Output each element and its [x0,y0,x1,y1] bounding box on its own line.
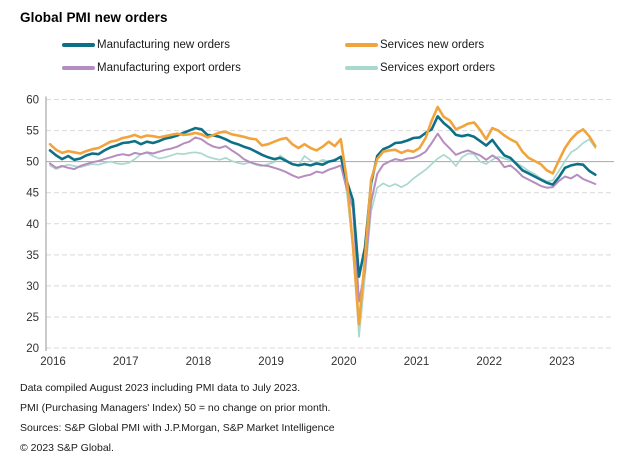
services-export-orders-line-icon [345,66,378,70]
manufacturing-new-orders-line-icon [62,43,95,47]
legend-item-services-export-orders: Services export orders [345,62,602,74]
pmi-line-chart: 20 25 30 35 40 45 50 55 60 2016 2017 2018 2019 2020 20… [26,95,614,368]
chart-legend: Manufacturing new orders Services new or… [62,39,602,74]
services-new-orders-line-icon [345,43,378,47]
x-axis-tick-2023: 2023 [549,356,575,368]
footnote-pmi-definition: PMI (Purchasing Managers' Index) 50 = no… [20,402,331,414]
legend-label: Manufacturing new orders [97,39,230,51]
series-line-manufacturing-export-orders [49,132,597,303]
x-axis-tick-2018: 2018 [186,356,212,368]
series-line-services-new-orders [48,105,597,326]
y-axis-tick-35: 35 [26,250,39,262]
y-axis-tick-30: 30 [26,281,39,293]
footnotes: Data compiled August 2023 including PMI … [20,378,600,458]
footnote-data-compiled: Data compiled August 2023 including PMI … [20,382,301,394]
legend-label: Services new orders [380,39,485,51]
y-axis-tick-50: 50 [26,157,39,169]
chart-area: 20 25 30 35 40 45 50 55 60 2016 2017 2018 2019 2020 20… [0,88,622,380]
y-axis-tick-20: 20 [26,343,39,355]
manufacturing-export-orders-line-icon [62,66,95,70]
y-axis-tick-55: 55 [26,126,39,138]
x-axis-tick-2022: 2022 [476,356,502,368]
legend-item-services-new-orders: Services new orders [345,39,602,51]
x-axis-tick-2020: 2020 [331,356,357,368]
x-axis-tick-2017: 2017 [113,356,139,368]
x-axis-tick-2016: 2016 [40,356,66,368]
y-axis-tick-60: 60 [26,95,39,107]
x-axis-tick-2019: 2019 [258,356,284,368]
legend-label: Services export orders [380,62,496,74]
y-axis-tick-40: 40 [26,219,39,231]
series-line-manufacturing-new-orders [48,114,597,278]
legend-item-manufacturing-export-orders: Manufacturing export orders [62,62,345,74]
footnote-copyright: © 2023 S&P Global. [20,442,114,454]
legend-item-manufacturing-new-orders: Manufacturing new orders [62,39,345,51]
x-axis-tick-2021: 2021 [404,356,430,368]
y-axis-tick-25: 25 [26,312,39,324]
footnote-sources: Sources: S&P Global PMI with J.P.Morgan,… [20,422,335,434]
y-axis-tick-45: 45 [26,188,39,200]
page-title: Global PMI new orders [20,10,168,25]
legend-label: Manufacturing export orders [97,62,241,74]
